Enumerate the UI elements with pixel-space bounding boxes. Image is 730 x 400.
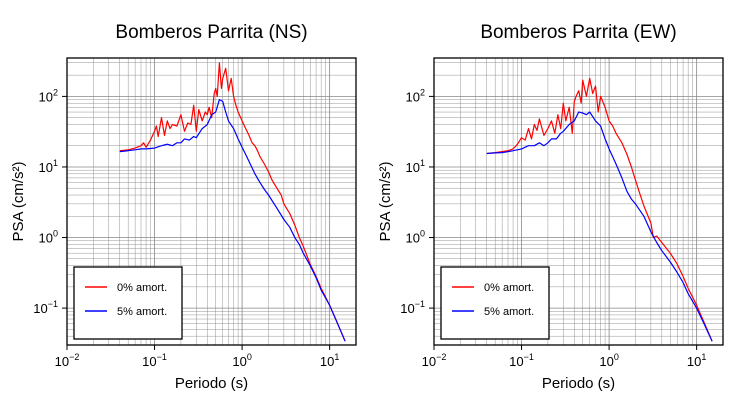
series-group [119, 62, 346, 342]
legend: 0% amort. 5% amort. [440, 266, 550, 340]
series-line-undamped [119, 62, 346, 342]
chart-title: Bomberos Parrita (EW) [480, 22, 676, 43]
chart-title: Bomberos Parrita (NS) [115, 22, 307, 43]
x-tick-label: 101 [320, 352, 339, 369]
grid [433, 58, 724, 346]
x-tick-label: 10−2 [422, 352, 447, 369]
y-tick-label: 102 [406, 87, 425, 104]
x-tick-label: 10−1 [509, 352, 534, 369]
y-tick-label: 100 [39, 229, 58, 246]
chart-panel-1: 10−2 10−1 100 101 10−1 100 101 102 Bomberos Parr… [10, 22, 357, 392]
legend-label: 0% amort. [117, 282, 167, 294]
x-tick-label: 100 [232, 352, 251, 369]
legend: 0% amort. 5% amort. [73, 266, 183, 340]
y-axis-label: PSA (cm/s²) [10, 161, 27, 241]
grid [66, 58, 357, 346]
y-tick-label: 10−1 [33, 299, 58, 316]
series-line-damped [486, 111, 713, 342]
x-tick-label: 10−2 [55, 352, 80, 369]
x-tick-label: 100 [599, 352, 618, 369]
axis-ticks [429, 95, 698, 350]
series-line-damped [119, 98, 346, 342]
legend-box [73, 266, 183, 340]
legend-label: 5% amort. [484, 306, 534, 318]
x-tick-label: 10−1 [142, 352, 167, 369]
legend-box [440, 266, 550, 340]
x-axis-label: Periodo (s) [175, 375, 248, 392]
x-axis-label: Periodo (s) [542, 375, 615, 392]
plot-frame [433, 57, 724, 346]
x-tick-label: 101 [687, 352, 706, 369]
plot-frame [66, 57, 357, 346]
legend-label: 0% amort. [484, 282, 534, 294]
y-tick-label: 101 [406, 158, 425, 175]
y-tick-label: 100 [406, 229, 425, 246]
series-group [486, 77, 713, 342]
y-tick-label: 101 [39, 158, 58, 175]
y-tick-label: 102 [39, 87, 58, 104]
y-tick-label: 10−1 [400, 299, 425, 316]
y-axis-label: PSA (cm/s²) [377, 161, 394, 241]
chart-panel-2: 10−2 10−1 100 101 10−1 100 101 102 Bomberos Parr… [377, 22, 724, 392]
axis-ticks [62, 95, 331, 350]
legend-label: 5% amort. [117, 306, 167, 318]
